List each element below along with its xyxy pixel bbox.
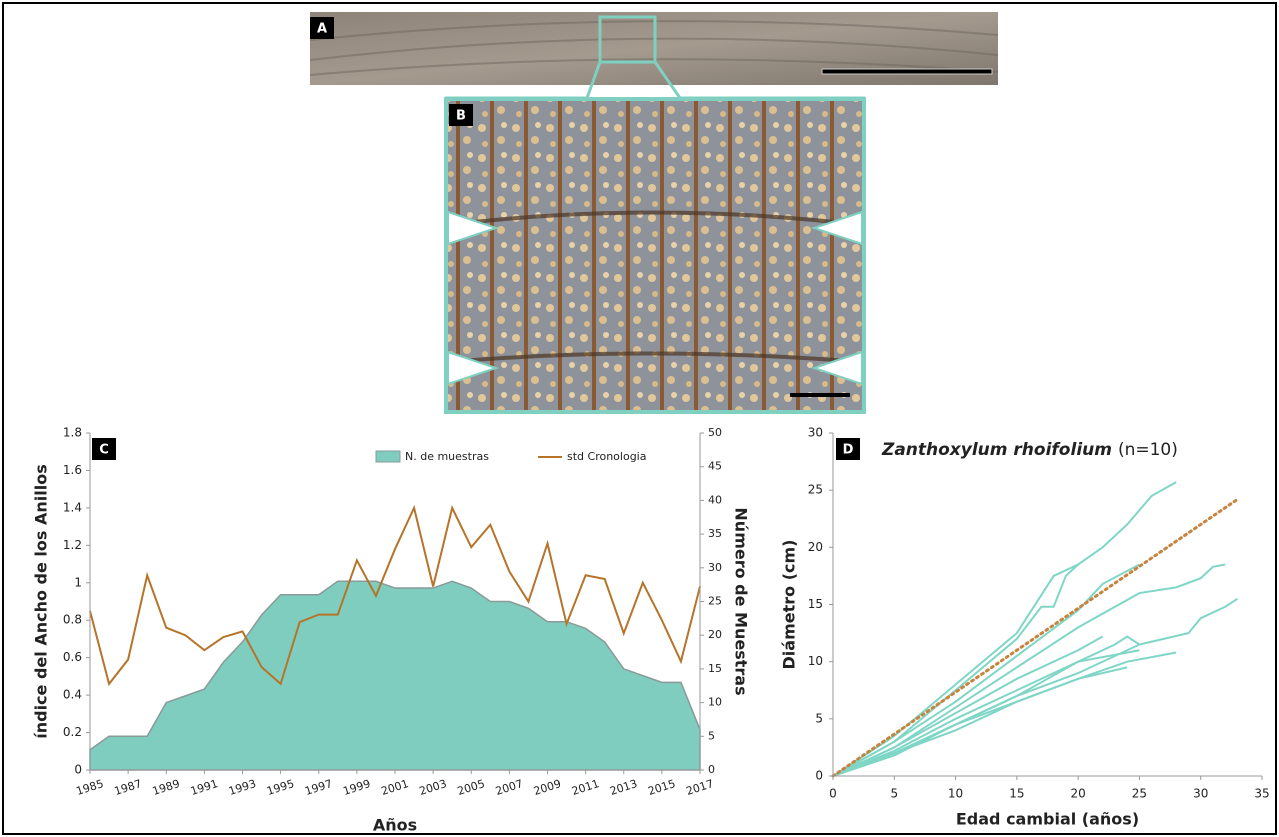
x-tick-label: 2017: [685, 777, 716, 798]
panel-label: A: [317, 22, 327, 37]
y-tick-label: 15: [808, 597, 823, 611]
x-tick-label: 20: [1071, 787, 1086, 801]
x-tick-label: 1985: [75, 777, 106, 798]
y-axis-label: Diámetro (cm): [780, 540, 799, 670]
y-tick-label: 5: [815, 711, 823, 725]
x-tick-label: 25: [1132, 787, 1147, 801]
y-tick-label: 30: [808, 426, 823, 440]
y2-tick-label: 45: [708, 460, 722, 473]
x-tick-label: 15: [1009, 787, 1024, 801]
y2-tick-label: 5: [708, 729, 715, 742]
y-tick-label: 0: [815, 769, 823, 783]
y2-tick-label: 20: [708, 628, 722, 641]
x-axis-label: Edad cambial (años): [956, 810, 1139, 829]
x-axis-label: Años: [373, 816, 417, 835]
x-tick-label: 1995: [265, 777, 296, 798]
x-tick-label: 2001: [380, 777, 411, 798]
trend-line: [831, 497, 1239, 778]
chart-title: Zanthoxylum rhoifolium (n=10): [881, 440, 1178, 460]
rings: [309, 20, 999, 76]
legend-label: std Cronologia: [567, 450, 646, 463]
x-tick-label: 1987: [113, 777, 144, 798]
scale-bar: [790, 393, 850, 397]
y-tick-label: 1.4: [63, 500, 82, 514]
y-tick-label: 0.4: [63, 688, 82, 702]
x-tick-label: 2009: [532, 777, 563, 798]
y2-tick-label: 0: [708, 763, 715, 776]
ring-boundaries: [447, 210, 863, 364]
panel-label-box: [310, 17, 334, 39]
growth-curve: [832, 666, 1128, 777]
scale-bar: [821, 68, 993, 75]
x-tick-label: 5: [890, 787, 898, 801]
x-tick-label: 10: [948, 787, 963, 801]
y2-axis-label: Número de Muestras: [732, 507, 751, 695]
y-tick-label: 10: [808, 654, 823, 668]
x-tick-label: 1993: [227, 777, 258, 798]
arrowheads: [447, 210, 863, 386]
x-tick-label: 2011: [570, 777, 601, 798]
growth-curve: [832, 563, 1079, 777]
growth-curve: [832, 481, 1177, 777]
x-tick-label: 2005: [456, 777, 487, 798]
legend-label: N. de muestras: [405, 450, 489, 463]
x-tick-label: 2015: [646, 777, 677, 798]
zoom-box: [598, 15, 657, 64]
growth-curve: [832, 597, 1239, 777]
photo-b: [444, 97, 866, 414]
panel-label-box: [836, 438, 860, 460]
panel-label-box: [92, 438, 116, 460]
growth-curve: [832, 635, 1104, 777]
y-tick-label: 1.6: [63, 463, 82, 477]
y2-tick-label: 35: [708, 527, 722, 540]
y-tick-label: 0.8: [63, 613, 82, 627]
y-tick-label: 0.6: [63, 650, 82, 664]
x-tick-label: 35: [1254, 787, 1269, 801]
area: [89, 580, 701, 771]
line: [89, 504, 701, 687]
panel-label: B: [456, 109, 466, 124]
panel-label: C: [99, 443, 109, 458]
y-tick-label: 1.8: [63, 426, 82, 440]
x-tick-label: 2007: [494, 777, 525, 798]
x-tick-label: 30: [1193, 787, 1208, 801]
growth-curve: [832, 563, 1226, 777]
zoom-lines: [445, 61, 865, 100]
growth-curve: [832, 635, 1140, 777]
growth-curve: [832, 563, 1140, 777]
panel-label: D: [843, 443, 854, 458]
y-axis-label: índice del Ancho de los Anillos: [32, 464, 51, 738]
y-tick-label: 1: [74, 575, 82, 589]
x-tick-label: 1997: [303, 777, 334, 798]
y-tick-label: 0: [74, 763, 82, 777]
x-tick-label: 2013: [608, 777, 639, 798]
y2-tick-label: 50: [708, 426, 722, 439]
x-tick-label: 2003: [418, 777, 449, 798]
title-sample: (n=10): [1118, 440, 1178, 460]
y-tick-label: 0.2: [63, 725, 82, 739]
growth-curve: [832, 649, 1140, 777]
x-tick-label: 0: [829, 787, 837, 801]
x-tick-label: 1999: [341, 777, 372, 798]
panel-label-box: [449, 104, 473, 126]
x-tick-label: 1991: [189, 777, 220, 798]
y2-tick-label: 10: [708, 696, 722, 709]
y2-tick-label: 15: [708, 662, 722, 675]
x-tick-label: 1989: [151, 777, 182, 798]
y2-tick-label: 40: [708, 493, 722, 506]
y-tick-label: 20: [808, 540, 823, 554]
legend-swatch: [375, 450, 401, 463]
y2-tick-label: 30: [708, 561, 722, 574]
y-tick-label: 25: [808, 483, 823, 497]
y-tick-label: 1.2: [63, 538, 82, 552]
title-species: Zanthoxylum rhoifolium: [881, 440, 1112, 460]
y2-tick-label: 25: [708, 595, 722, 608]
